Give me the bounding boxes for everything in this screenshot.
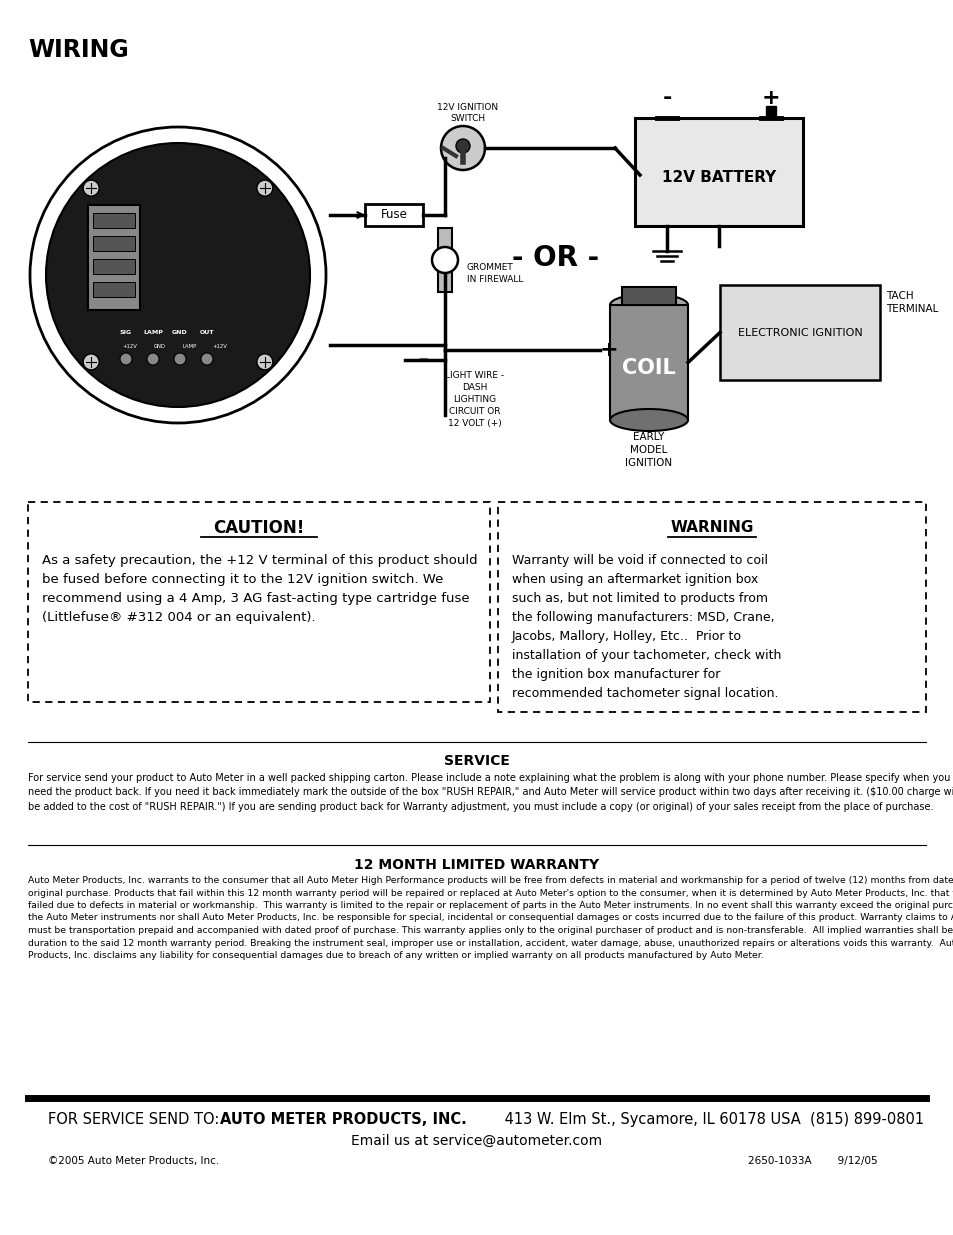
Bar	[635, 119, 802, 226]
Text: 2650-1033A        9/12/05: 2650-1033A 9/12/05	[747, 1156, 877, 1166]
Bar	[92, 236, 135, 251]
Circle shape	[83, 354, 99, 369]
Text: ELECTRONIC IGNITION: ELECTRONIC IGNITION	[737, 327, 862, 337]
Text: 12 MONTH LIMITED WARRANTY: 12 MONTH LIMITED WARRANTY	[355, 858, 598, 872]
Bar	[92, 282, 135, 296]
Circle shape	[83, 180, 99, 196]
Circle shape	[46, 143, 310, 408]
Text: GROMMET: GROMMET	[467, 263, 514, 272]
Text: Fuse: Fuse	[380, 209, 407, 221]
Text: -: -	[416, 346, 428, 374]
Text: WARNING: WARNING	[670, 520, 753, 536]
Text: +12V: +12V	[122, 345, 137, 350]
Circle shape	[256, 354, 273, 369]
Bar	[720, 285, 879, 380]
Text: SIG: SIG	[120, 331, 132, 336]
Text: LIGHTING: LIGHTING	[453, 395, 497, 404]
Text: WIRING: WIRING	[28, 38, 129, 62]
Text: +: +	[760, 88, 780, 107]
Text: OUT: OUT	[199, 331, 214, 336]
Bar	[621, 287, 676, 305]
Circle shape	[147, 353, 159, 366]
Bar	[609, 305, 687, 420]
Text: GND: GND	[172, 331, 188, 336]
Text: SERVICE: SERVICE	[443, 755, 510, 768]
Text: LAMP: LAMP	[143, 331, 163, 336]
Text: For service send your product to Auto Meter in a well packed shipping carton. Pl: For service send your product to Auto Me…	[28, 773, 953, 811]
Text: -: -	[661, 88, 671, 107]
Circle shape	[120, 353, 132, 366]
Text: COIL: COIL	[621, 357, 675, 378]
Circle shape	[440, 126, 484, 170]
Text: LAMP: LAMP	[183, 345, 197, 350]
Bar	[92, 259, 135, 274]
Ellipse shape	[609, 409, 687, 431]
Text: +12V: +12V	[213, 345, 227, 350]
Text: CAUTION!: CAUTION!	[213, 519, 304, 537]
Bar	[437, 228, 452, 291]
Bar	[765, 106, 775, 119]
Text: - OR -: - OR -	[512, 245, 598, 272]
Circle shape	[432, 247, 457, 273]
Text: MODEL: MODEL	[630, 445, 667, 454]
Bar	[92, 212, 135, 228]
Text: ©2005 Auto Meter Products, Inc.: ©2005 Auto Meter Products, Inc.	[48, 1156, 219, 1166]
Text: 413 W. Elm St., Sycamore, IL 60178 USA  (815) 899-0801: 413 W. Elm St., Sycamore, IL 60178 USA (…	[499, 1112, 923, 1128]
Text: IN FIREWALL: IN FIREWALL	[467, 275, 523, 284]
Text: As a safety precaution, the +12 V terminal of this product should
be fused befor: As a safety precaution, the +12 V termin…	[42, 555, 477, 624]
Text: IGNITION: IGNITION	[625, 458, 672, 468]
Ellipse shape	[609, 294, 687, 316]
Text: SWITCH: SWITCH	[450, 114, 485, 124]
Text: 12V BATTERY: 12V BATTERY	[661, 169, 776, 184]
Text: TACH: TACH	[885, 291, 913, 301]
Text: CIRCUIT OR: CIRCUIT OR	[449, 408, 500, 416]
Bar	[28, 501, 490, 701]
Text: FOR SERVICE SEND TO:: FOR SERVICE SEND TO:	[48, 1112, 224, 1128]
Text: GND: GND	[153, 345, 166, 350]
Circle shape	[201, 353, 213, 366]
Bar	[497, 501, 925, 713]
Circle shape	[256, 180, 273, 196]
Bar	[88, 205, 140, 310]
Circle shape	[173, 353, 186, 366]
Text: LIGHT WIRE -: LIGHT WIRE -	[445, 370, 504, 380]
Text: EARLY: EARLY	[633, 432, 664, 442]
Text: Warranty will be void if connected to coil
when using an aftermarket ignition bo: Warranty will be void if connected to co…	[512, 555, 781, 700]
Circle shape	[456, 140, 470, 153]
Text: 12 VOLT (+): 12 VOLT (+)	[448, 419, 501, 429]
Text: Email us at service@autometer.com: Email us at service@autometer.com	[351, 1134, 602, 1149]
Text: 12V IGNITION: 12V IGNITION	[437, 103, 498, 112]
Text: Auto Meter Products, Inc. warrants to the consumer that all Auto Meter High Perf: Auto Meter Products, Inc. warrants to th…	[28, 876, 953, 960]
Text: TERMINAL: TERMINAL	[885, 304, 938, 314]
Text: +: +	[599, 340, 618, 359]
Bar	[365, 204, 422, 226]
Text: AUTO METER PRODUCTS, INC.: AUTO METER PRODUCTS, INC.	[220, 1112, 466, 1128]
Text: DASH: DASH	[462, 383, 487, 391]
